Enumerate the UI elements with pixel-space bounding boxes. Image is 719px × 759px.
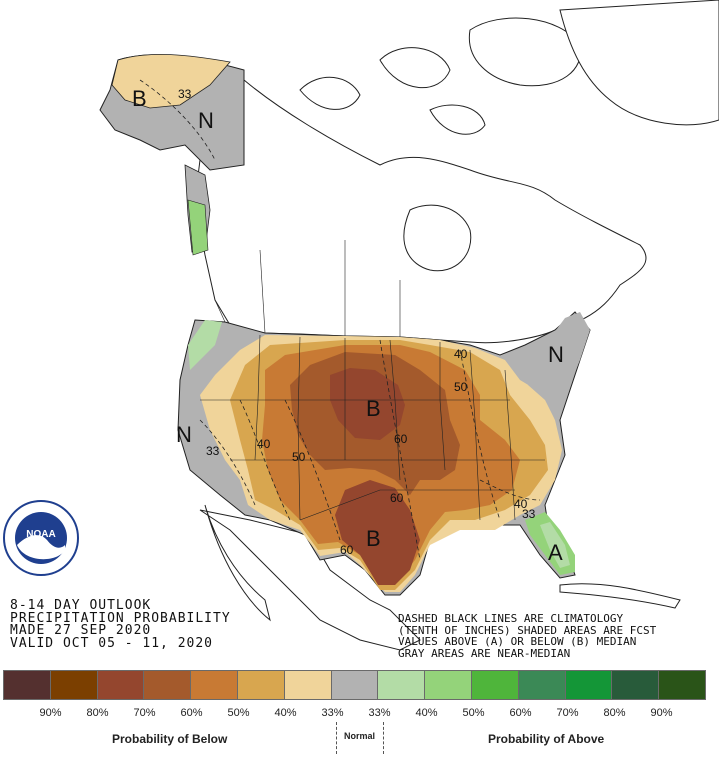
noaa-logo-text: NOAA [26,529,55,540]
legend-label-7: 33% [368,707,391,719]
legend-swatch-12 [564,670,613,700]
arctic-island-1 [299,76,361,110]
legend-label-0: 90% [39,707,62,719]
title-line-4: VALID OCT 05 - 11, 2020 [10,635,214,651]
ne-near-median [520,312,590,420]
contour-se-33: 33 [522,507,536,521]
below-70-plains [330,368,405,440]
legend-normal-caption: Normal [344,731,376,741]
legend-above-caption: Probability of Above [488,732,605,746]
contour-w-40: 40 [257,437,271,451]
legend-label-3: 60% [180,707,203,719]
note-line-3: VALUES ABOVE (A) OR BELOW (B) MEDIAN [398,635,637,648]
note-line-1: DASHED BLACK LINES ARE CLIMATOLOGY [398,612,624,625]
legend-label-12: 80% [603,707,626,719]
legend-bar [3,670,706,700]
baja [204,504,271,622]
legend-divider-left [336,722,337,754]
legend-label-1: 80% [86,707,109,719]
title-line-2: PRECIPITATION PROBABILITY [10,610,231,626]
legend-label-13: 90% [650,707,673,719]
alaska-below-area [111,54,231,109]
fl-above-inner [540,522,570,568]
legend-swatch-6 [283,670,332,700]
contour-w-33: 33 [206,444,220,458]
arctic-island-4 [429,104,486,135]
legend-swatch-5 [236,670,285,700]
noaa-logo: NOAA [3,500,79,576]
contour-c-50: 50 [292,450,306,464]
note-line-2: (TENTH OF INCHES) SHADED AREAS ARE FCST [398,623,657,637]
legend-label-10: 60% [509,707,532,719]
title-line-1: 8-14 DAY OUTLOOK [10,598,152,613]
contour-gl-50: 50 [454,380,468,394]
greenland [559,0,719,126]
legend-swatch-2 [96,670,145,700]
contour-gl-40: 40 [454,347,468,361]
outlook-title-block: 8-14 DAY OUTLOOK PRECIPITATION PROBABILIT… [10,598,231,651]
pacnw-green [187,199,209,256]
arctic-island-3 [468,17,582,87]
legend-label-11: 70% [556,707,579,719]
legend-label-2: 70% [133,707,156,719]
contour-se-40: 40 [514,497,528,511]
marker-texas-b: B [366,526,381,551]
pacnw-below [188,320,222,370]
legend-below-caption: Probability of Below [112,732,228,746]
legend-swatch-1 [49,670,98,700]
legend-swatch-14 [658,670,706,700]
marker-ne-n: N [548,342,564,367]
arctic-island-2 [379,47,451,89]
legend-swatch-11 [517,670,566,700]
legend-swatch-3 [143,670,192,700]
marker-west-n: N [176,422,192,447]
legend-swatch-9 [424,670,472,700]
legend-swatch-10 [470,670,519,700]
legend-divider-right [383,722,384,754]
cuba [559,583,681,609]
note-line-4: GRAY AREAS ARE NEAR-MEDIAN [398,646,571,660]
hudson-bay [403,204,472,272]
contour-c-60b: 60 [390,491,404,505]
legend-swatch-7 [330,670,379,700]
map-notes: DASHED BLACK LINES ARE CLIMATOLOGY (TENTH… [398,613,656,659]
contour-ak-33: 33 [178,87,192,101]
marker-ak-b: B [132,86,147,111]
below-70-texas [335,480,420,585]
legend-swatch-8 [377,670,426,700]
title-line-3: MADE 27 SEP 2020 [10,623,152,638]
marker-ak-n: N [198,108,214,133]
contour-tx-60: 60 [340,543,354,557]
contour-c-60a: 60 [394,432,408,446]
legend-label-6: 33% [321,707,344,719]
legend-swatch-4 [190,670,238,700]
legend-label-9: 50% [462,707,485,719]
legend-label-8: 40% [415,707,438,719]
marker-fl-a: A [548,540,563,565]
outlook-map: B N N B B N A 33 33 40 50 60 60 60 40 50… [3,0,719,651]
legend-label-4: 50% [227,707,250,719]
marker-plains-b: B [366,396,381,421]
legend-swatch-13 [611,670,660,700]
legend-label-5: 40% [274,707,297,719]
legend-swatch-0 [3,670,51,700]
